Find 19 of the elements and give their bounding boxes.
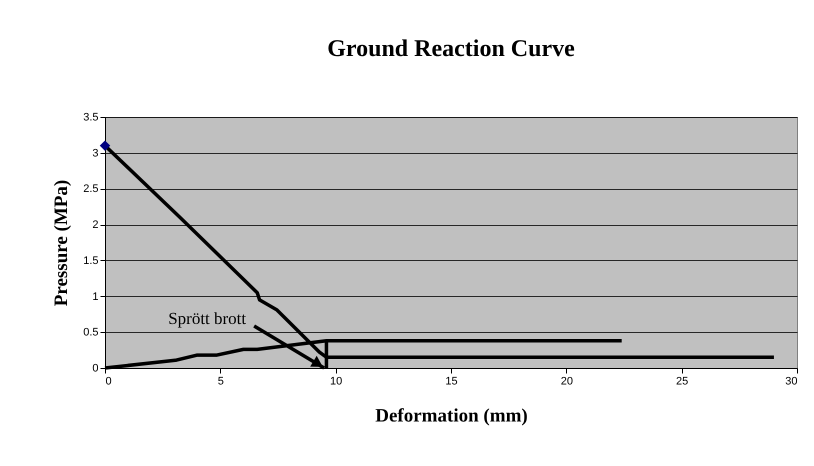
y-tick-label: 0 [92, 362, 98, 374]
x-tick-label: 10 [330, 376, 342, 388]
y-tick-label: 1.5 [83, 254, 98, 267]
x-tick-label: 25 [676, 376, 688, 388]
annotation: Sprött brott [168, 309, 246, 328]
chart-title: Ground Reaction Curve [327, 36, 576, 62]
y-tick-label: 1 [92, 290, 98, 303]
y-tick-label: 2 [92, 219, 98, 232]
x-tick-label: 20 [560, 376, 573, 388]
y-axis-title: Pressure (MPa) [51, 180, 72, 306]
x-axis-title: Deformation (mm) [375, 406, 528, 426]
x-tick-label: 0 [106, 376, 112, 388]
x-tick-label: 30 [785, 376, 798, 388]
x-tick-label: 5 [218, 376, 224, 388]
x-tick-label: 15 [445, 376, 458, 388]
y-tick-label: 0.5 [83, 326, 98, 339]
y-tick-label: 3.5 [83, 112, 98, 124]
y-tick-label: 3 [92, 147, 98, 160]
y-tick-label: 2.5 [83, 183, 98, 196]
